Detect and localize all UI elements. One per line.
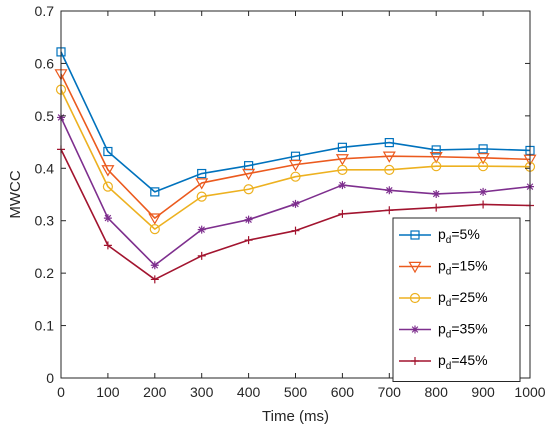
series-line (60, 73, 531, 219)
legend-marker (411, 325, 419, 334)
y-tick-label: 0 (46, 370, 54, 386)
data-point (197, 168, 207, 179)
data-point (242, 168, 256, 181)
data-point (244, 236, 253, 245)
x-tick-label: 700 (378, 384, 402, 400)
data-point (478, 161, 489, 172)
data-point (150, 187, 160, 197)
x-tick-label: 800 (425, 384, 449, 400)
data-point (432, 189, 441, 198)
data-point (288, 159, 303, 172)
legend-label: pd=45% (438, 352, 488, 372)
y-tick-label: 0.7 (35, 3, 55, 19)
legend-entry-4: pd=35% (399, 321, 488, 341)
data-point (385, 206, 394, 215)
y-tick-label: 0.5 (35, 108, 55, 124)
data-point (432, 203, 441, 212)
series-3 (55, 84, 536, 235)
x-tick-label: 900 (471, 384, 495, 400)
legend-marker (410, 230, 420, 240)
data-point (150, 275, 159, 284)
series-line (60, 89, 531, 230)
data-point (382, 151, 396, 163)
data-point (479, 187, 488, 196)
data-point (431, 145, 441, 155)
data-point (148, 213, 162, 225)
data-point (476, 153, 490, 165)
data-point (337, 142, 347, 152)
legend-entry-1: pd=5% (399, 226, 480, 246)
data-point (103, 146, 113, 157)
legend-entry-3: pd=25% (399, 289, 488, 309)
data-point (384, 164, 395, 175)
legend-entry-5: pd=45% (399, 352, 488, 372)
data-point (244, 215, 253, 224)
data-point (429, 152, 443, 164)
data-point (291, 226, 300, 235)
data-point (479, 200, 488, 209)
y-tick-label: 0.4 (35, 160, 55, 176)
data-point (478, 144, 488, 154)
y-tick-label: 0.1 (35, 318, 55, 334)
data-point (101, 165, 115, 177)
x-tick-label: 600 (331, 384, 355, 400)
legend-label: pd=15% (438, 258, 488, 278)
data-point (102, 181, 114, 192)
x-tick-label: 1000 (514, 384, 545, 400)
data-point (338, 181, 347, 190)
legend-label: pd=25% (438, 289, 488, 309)
legend-marker (411, 357, 419, 365)
data-point (197, 225, 206, 234)
data-point (197, 251, 206, 260)
data-point (196, 191, 207, 202)
x-axis-label: Time (ms) (262, 408, 329, 425)
data-point (385, 186, 394, 195)
data-point (431, 161, 442, 172)
data-point (337, 164, 348, 175)
data-point (150, 261, 159, 270)
data-point (149, 224, 160, 235)
x-tick-label: 200 (143, 384, 167, 400)
y-tick-label: 0.3 (35, 213, 55, 229)
axes: 0 100 200 300 400 500 600 700 800 900 1000 0 0.1 0.2 0… (35, 3, 546, 400)
data-point (103, 214, 112, 223)
y-tick-label: 0.2 (35, 265, 55, 281)
y-axis-label: MWCC (7, 170, 24, 218)
legend-marker (409, 292, 421, 304)
data-point (243, 184, 254, 195)
legend-label: pd=5% (438, 226, 480, 246)
x-tick-label: 100 (96, 384, 120, 400)
series-line (60, 51, 531, 193)
data-point (384, 137, 394, 148)
x-tick-label: 400 (237, 384, 261, 400)
data-point (335, 154, 349, 166)
data-point (291, 199, 300, 208)
legend-box (392, 217, 521, 382)
legend-entry-2: pd=15% (399, 258, 488, 278)
data-point (290, 171, 301, 182)
data-point (338, 209, 347, 218)
data-point (103, 241, 112, 250)
x-tick-label: 0 (57, 384, 65, 400)
x-tick-label: 300 (190, 384, 214, 400)
legend-marker (408, 261, 422, 274)
x-tick-label: 500 (284, 384, 308, 400)
data-point (195, 178, 209, 190)
legend: pd=5% pd=15% pd=25% pd=35% pd=45% (392, 217, 521, 382)
y-tick-label: 0.6 (35, 55, 55, 71)
legend-label: pd=35% (438, 321, 488, 341)
